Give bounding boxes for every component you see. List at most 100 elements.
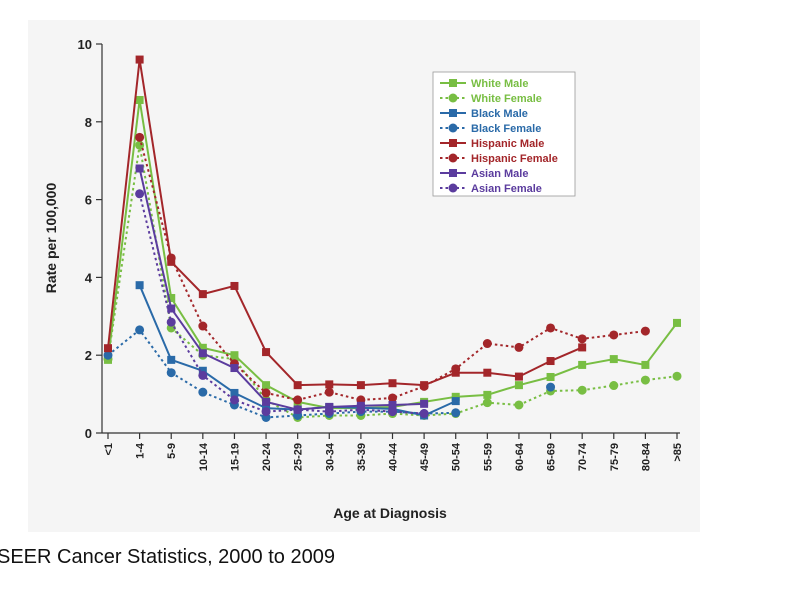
data-point <box>419 381 429 391</box>
data-point <box>451 392 460 401</box>
data-point <box>577 385 587 395</box>
x-tick-label: 70-74 <box>577 442 589 471</box>
data-point <box>451 364 461 374</box>
legend-marker <box>448 183 458 193</box>
data-point <box>167 304 176 313</box>
legend-label: White Male <box>471 78 528 90</box>
data-point <box>229 395 239 405</box>
data-point <box>262 397 271 406</box>
data-point <box>198 349 207 358</box>
data-point <box>104 344 112 353</box>
data-point <box>356 381 365 390</box>
data-point <box>325 380 334 389</box>
legend-label: Asian Male <box>471 168 528 180</box>
data-point <box>483 390 492 399</box>
x-axis-label: Age at Diagnosis <box>333 505 447 521</box>
data-point <box>356 405 366 415</box>
x-tick-label: >85 <box>672 443 684 462</box>
data-point <box>135 189 145 199</box>
data-point <box>198 370 208 380</box>
data-point <box>135 96 144 105</box>
y-tick-label: 10 <box>78 37 92 52</box>
legend-label: Black Male <box>471 108 528 120</box>
data-point <box>451 397 460 406</box>
x-tick-label: 20-24 <box>261 442 273 471</box>
data-point <box>420 399 429 408</box>
data-point <box>166 317 176 327</box>
data-point <box>324 387 334 397</box>
data-point <box>166 368 176 378</box>
data-point <box>198 366 207 375</box>
data-point <box>546 372 555 381</box>
data-point <box>198 290 207 299</box>
x-tick-label: 35-39 <box>356 443 368 471</box>
x-tick-label: 50-54 <box>451 442 463 471</box>
x-tick-label: 1-4 <box>135 442 147 459</box>
data-point <box>262 381 271 390</box>
data-point <box>135 281 144 290</box>
data-point <box>419 409 429 419</box>
legend-marker <box>449 109 457 117</box>
data-point <box>325 402 334 411</box>
legend-marker <box>448 153 458 163</box>
y-tick-label: 2 <box>85 348 92 363</box>
data-point <box>482 398 492 408</box>
x-tick-label: 65-69 <box>546 443 558 471</box>
y-tick-label: 6 <box>85 193 92 208</box>
x-tick-label: 5-9 <box>166 443 178 459</box>
data-point <box>261 388 271 398</box>
data-point <box>198 321 208 331</box>
legend-marker <box>448 123 458 133</box>
series-line <box>138 137 646 401</box>
legend-marker <box>448 93 458 103</box>
data-point <box>609 355 618 364</box>
data-point <box>230 281 239 290</box>
data-point <box>388 393 397 403</box>
data-point <box>640 375 650 385</box>
data-point <box>546 323 556 333</box>
data-point <box>261 407 271 417</box>
x-tick-label: 40-44 <box>388 442 400 471</box>
y-tick-label: 8 <box>85 115 92 130</box>
data-point <box>135 132 145 142</box>
x-tick-label: 25-29 <box>293 443 305 471</box>
data-point <box>672 371 682 381</box>
x-tick-label: 60-64 <box>514 442 526 471</box>
legend-marker <box>449 79 457 87</box>
legend-label: Hispanic Male <box>471 138 544 150</box>
data-point <box>578 343 587 352</box>
x-tick-label: 80-84 <box>640 442 652 471</box>
y-axis-label: Rate per 100,000 <box>43 183 59 294</box>
x-tick-label: 55-59 <box>482 443 494 471</box>
legend-label: Hispanic Female <box>471 153 558 165</box>
data-point <box>641 360 650 369</box>
series-line <box>138 168 425 411</box>
x-tick-label: 45-49 <box>419 443 431 471</box>
data-point <box>483 368 492 377</box>
legend-label: Asian Female <box>471 183 542 195</box>
data-point <box>324 407 334 417</box>
data-point <box>673 318 681 327</box>
data-point <box>167 355 176 364</box>
caption: SEER Cancer Statistics, 2000 to 2009 <box>0 546 335 568</box>
data-point <box>293 381 302 390</box>
data-point <box>514 342 524 352</box>
data-point <box>514 372 523 381</box>
data-point <box>167 294 176 303</box>
data-point <box>388 407 397 417</box>
data-point <box>546 357 555 366</box>
data-point <box>388 400 397 409</box>
data-point <box>577 334 587 344</box>
data-point <box>451 408 461 418</box>
legend-marker <box>449 169 457 177</box>
data-point <box>198 343 207 352</box>
data-point <box>546 382 556 392</box>
x-tick-label: 30-34 <box>324 442 336 471</box>
data-point <box>578 360 587 369</box>
data-point <box>514 400 524 410</box>
data-point <box>609 330 619 340</box>
data-point <box>135 164 144 173</box>
legend-label: White Female <box>471 93 542 105</box>
